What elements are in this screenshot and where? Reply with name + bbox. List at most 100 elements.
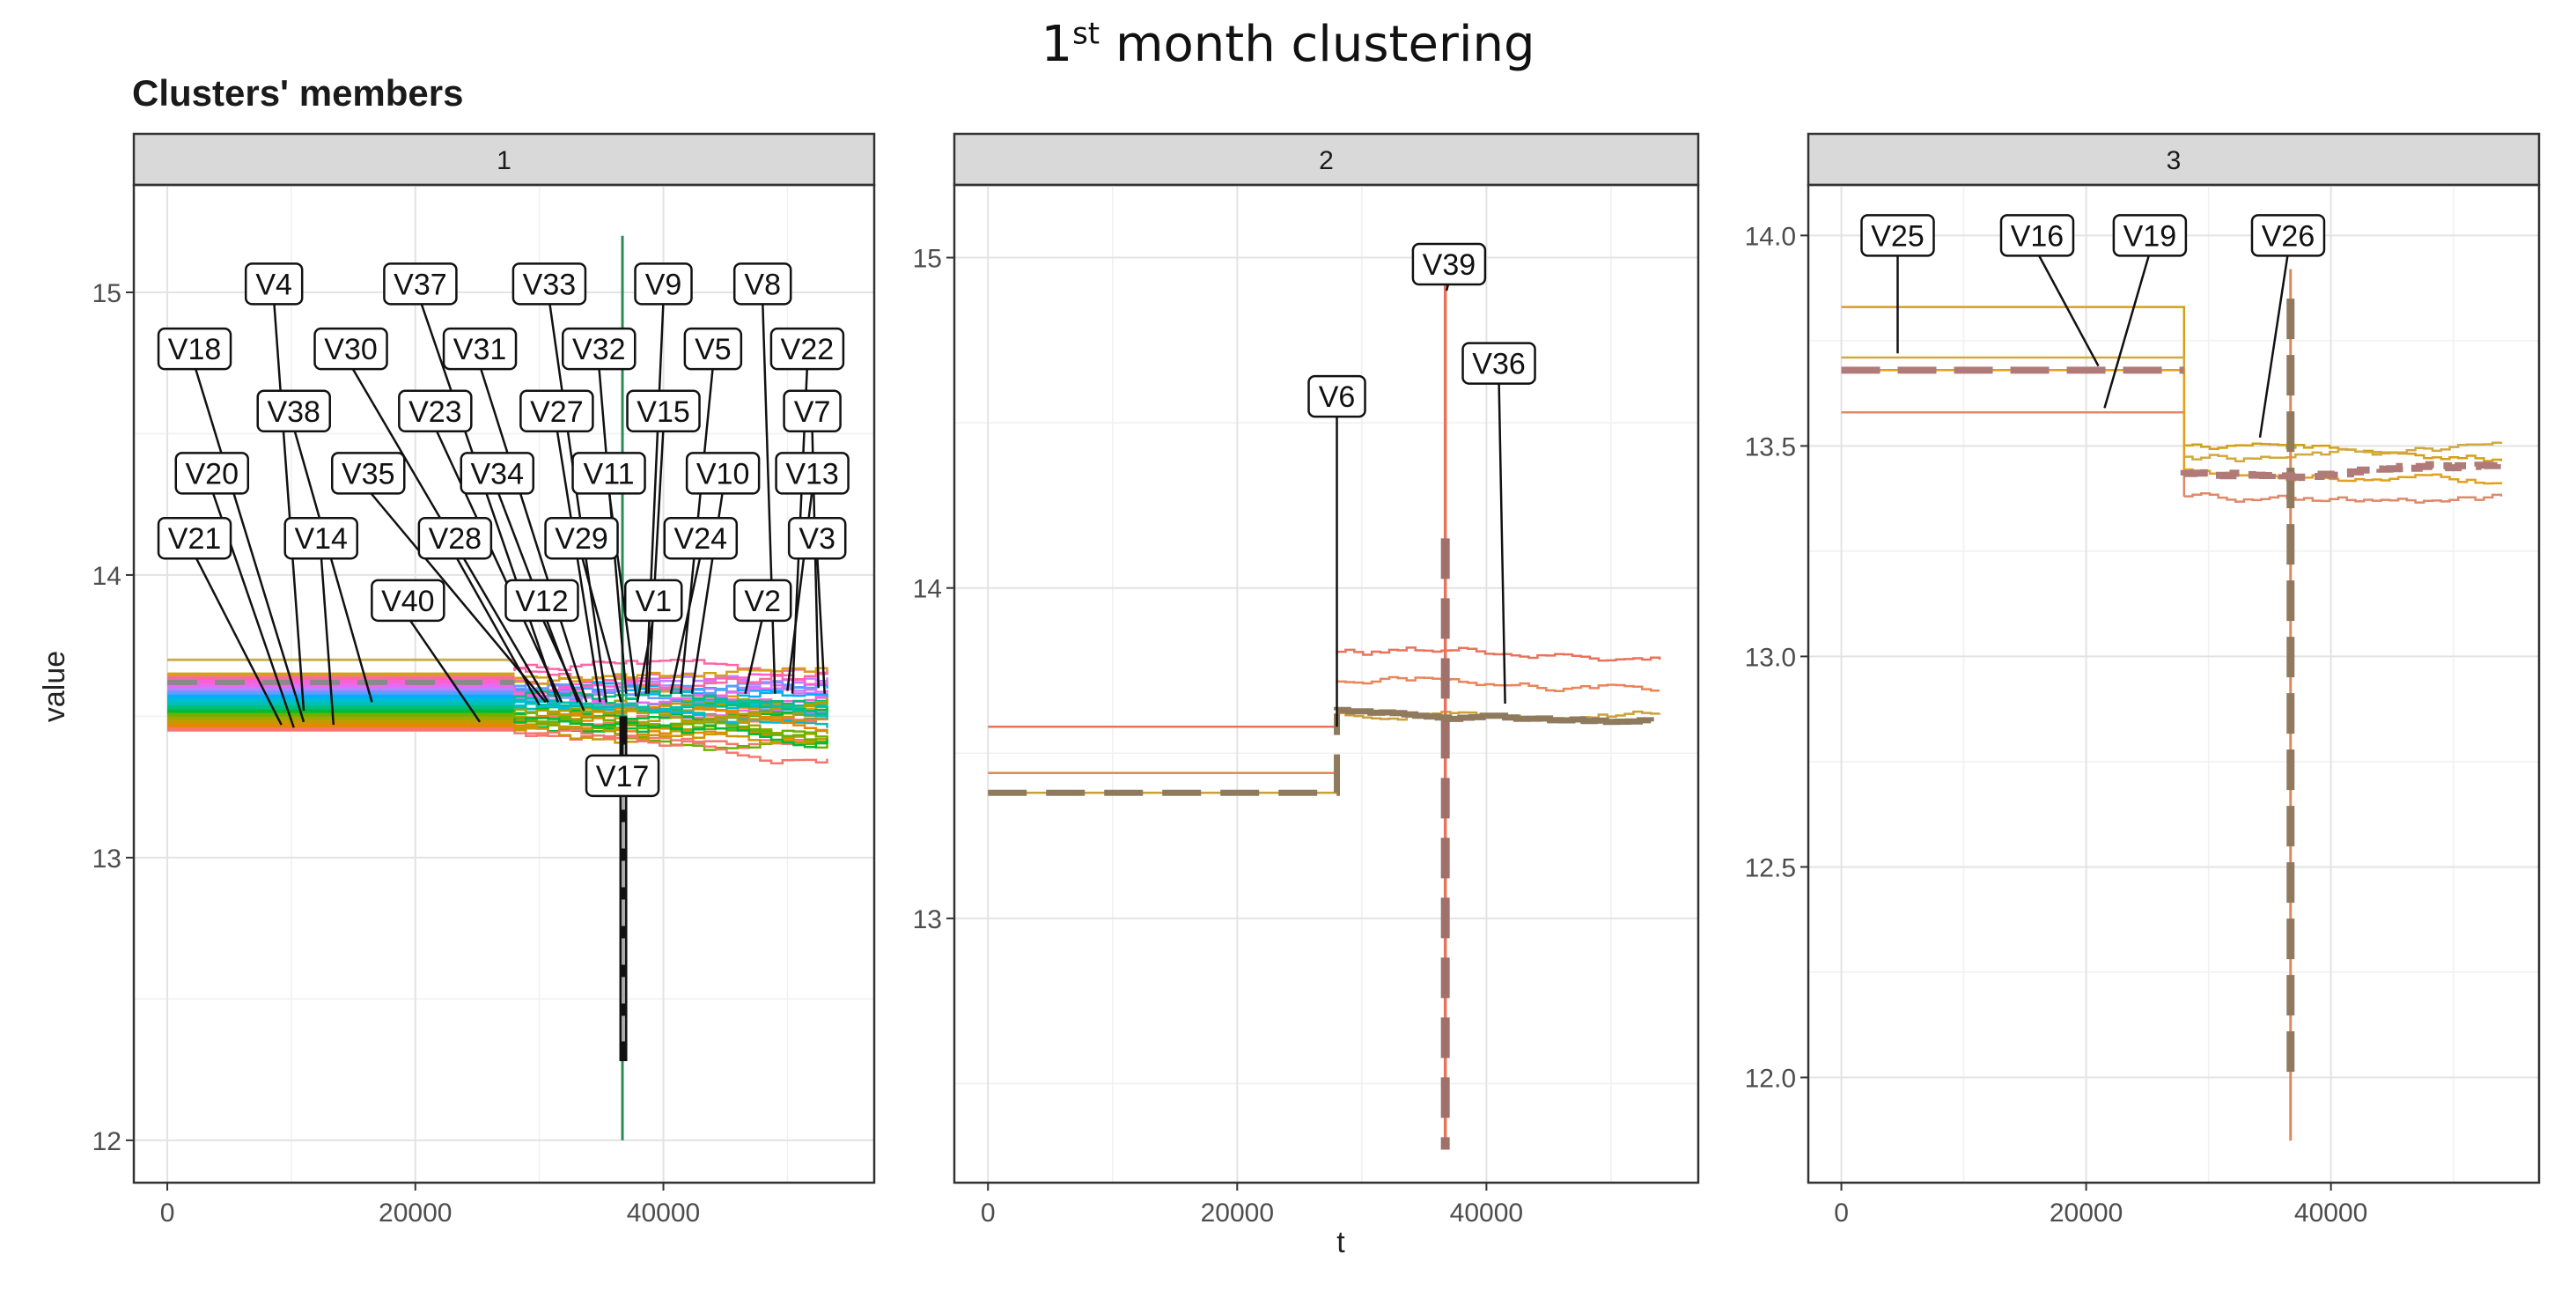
label-leader-line bbox=[548, 300, 607, 703]
series-label-V33: V33 bbox=[523, 268, 577, 301]
label-box bbox=[2250, 214, 2326, 257]
label-box bbox=[2112, 214, 2188, 257]
label-box bbox=[256, 389, 331, 433]
label-box bbox=[769, 327, 845, 371]
label-leader-line bbox=[453, 554, 541, 706]
y-tick-label: 14 bbox=[92, 562, 121, 591]
y-tick-label: 15 bbox=[913, 245, 942, 274]
series-label-V1: V1 bbox=[635, 585, 672, 618]
facet-strip-label: 2 bbox=[1319, 146, 1334, 175]
y-tick-label: 13.5 bbox=[1745, 432, 1796, 461]
label-leader-line bbox=[478, 365, 588, 703]
series-line bbox=[513, 667, 828, 685]
series-label-V14: V14 bbox=[294, 522, 348, 556]
series-label-V31: V31 bbox=[453, 333, 507, 366]
label-leader-line bbox=[647, 427, 665, 694]
label-leader-line bbox=[636, 616, 655, 703]
label-box bbox=[787, 516, 847, 560]
series-label-V28: V28 bbox=[429, 522, 482, 556]
x-tick-label: 20000 bbox=[379, 1199, 452, 1228]
panel-border-2 bbox=[953, 183, 1700, 1184]
y-tick-label: 13 bbox=[913, 905, 942, 934]
panel-border-3 bbox=[1807, 183, 2541, 1184]
center-line bbox=[1334, 706, 1654, 726]
panel-border-1 bbox=[132, 183, 876, 1184]
x-tick-label: 0 bbox=[981, 1199, 996, 1228]
series-label-V19: V19 bbox=[2123, 219, 2177, 253]
series-label-V26: V26 bbox=[2262, 219, 2315, 253]
series-line-V26 bbox=[1841, 369, 2186, 472]
y-tick-label: 13 bbox=[92, 845, 121, 874]
label-leader-line bbox=[815, 555, 826, 694]
series-label-V21: V21 bbox=[168, 522, 222, 556]
center-line bbox=[2180, 461, 2501, 482]
facet-strip-label: 1 bbox=[497, 146, 512, 175]
label-leader-line bbox=[407, 616, 482, 723]
label-leader-line bbox=[367, 489, 547, 704]
label-leader-line bbox=[761, 300, 776, 694]
label-leader-line bbox=[193, 365, 305, 723]
label-box bbox=[244, 262, 304, 306]
label-leader-line bbox=[744, 616, 764, 695]
facet-strip-label: 3 bbox=[2167, 146, 2182, 175]
series-line bbox=[513, 724, 828, 745]
label-box bbox=[512, 262, 587, 306]
label-box bbox=[157, 516, 232, 560]
label-box bbox=[313, 327, 388, 371]
series-line-V25 bbox=[1841, 306, 2186, 446]
label-box bbox=[585, 754, 660, 798]
label-box bbox=[571, 452, 646, 495]
x-axis-label: t bbox=[1336, 1226, 1345, 1259]
y-tick-label: 14.0 bbox=[1745, 222, 1796, 251]
series-label-V34: V34 bbox=[471, 457, 525, 491]
label-box bbox=[683, 327, 743, 371]
label-leader-line bbox=[193, 554, 283, 726]
series-line-V19 bbox=[2182, 492, 2503, 504]
label-leader-line bbox=[1498, 380, 1506, 705]
series-label-V22: V22 bbox=[781, 333, 835, 366]
label-box bbox=[685, 452, 761, 495]
series-label-V7: V7 bbox=[794, 395, 831, 429]
series-label-V3: V3 bbox=[799, 522, 835, 556]
series-line-V16 bbox=[2182, 441, 2503, 462]
label-leader-line bbox=[2103, 252, 2152, 409]
label-box bbox=[157, 327, 232, 371]
y-tick-label: 12.5 bbox=[1745, 853, 1796, 882]
x-tick-label: 20000 bbox=[2050, 1199, 2123, 1228]
label-box bbox=[371, 579, 445, 623]
label-leader-line bbox=[320, 555, 335, 726]
series-line bbox=[513, 667, 828, 690]
label-box bbox=[417, 516, 493, 560]
series-line bbox=[513, 728, 828, 764]
series-label-V10: V10 bbox=[696, 457, 750, 491]
series-label-V9: V9 bbox=[645, 268, 682, 301]
label-box bbox=[283, 516, 358, 560]
x-tick-label: 40000 bbox=[1450, 1199, 1523, 1228]
label-box bbox=[1999, 214, 2075, 257]
series-label-V13: V13 bbox=[785, 457, 839, 491]
label-leader-line bbox=[541, 616, 585, 712]
x-tick-label: 0 bbox=[1834, 1199, 1849, 1228]
label-box bbox=[442, 327, 518, 371]
y-tick-label: 15 bbox=[92, 279, 121, 308]
y-tick-label: 14 bbox=[913, 575, 942, 604]
series-label-V20: V20 bbox=[185, 457, 239, 491]
series-label-V18: V18 bbox=[168, 333, 222, 366]
series-label-V24: V24 bbox=[674, 522, 728, 556]
series-line bbox=[513, 697, 828, 718]
label-box bbox=[562, 327, 637, 371]
series-label-V38: V38 bbox=[267, 395, 320, 429]
series-line bbox=[513, 675, 828, 701]
series-label-V27: V27 bbox=[530, 395, 584, 429]
label-leader-line bbox=[2258, 252, 2290, 439]
series-label-V4: V4 bbox=[255, 268, 292, 301]
series-label-V23: V23 bbox=[408, 395, 462, 429]
label-box bbox=[732, 262, 792, 306]
label-leader-line bbox=[556, 427, 601, 703]
label-box bbox=[519, 389, 594, 433]
center-line bbox=[988, 713, 1341, 796]
series-label-V15: V15 bbox=[637, 395, 690, 429]
series-line-V19 bbox=[1841, 410, 2186, 497]
facet-strip-2 bbox=[953, 132, 1700, 187]
